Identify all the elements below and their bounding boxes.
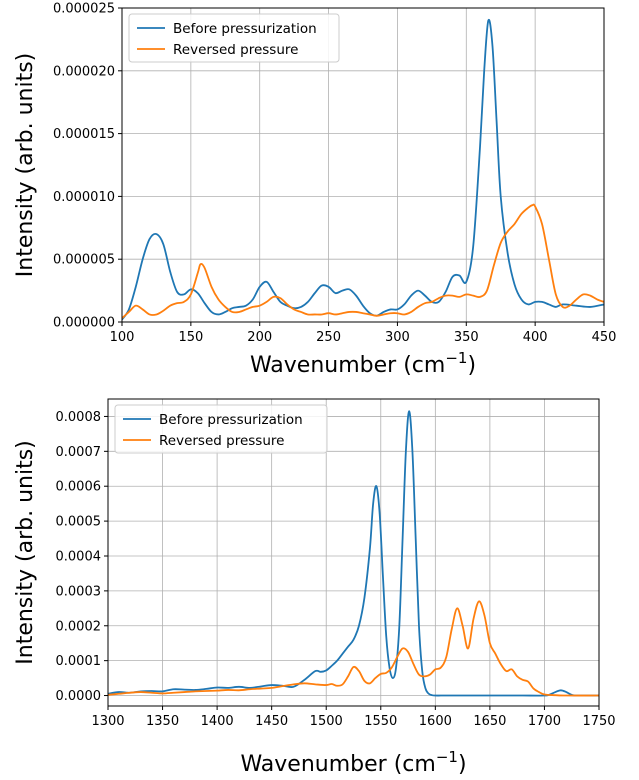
legend-label: Before pressurization	[159, 412, 303, 428]
chart-bottom: 1300 1350 1400 1450 1500 1550 1600 1650 1700 1750…	[13, 398, 616, 777]
legend-top: Before pressurization Reversed pressure	[128, 13, 340, 63]
series-line-reversed-pressure	[122, 203, 604, 319]
legend-box	[128, 13, 340, 63]
x-tick-label: 400	[523, 330, 548, 345]
x-tick-label: 450	[592, 330, 617, 345]
y-tick-label: 0.000010	[53, 190, 115, 205]
x-tick-label: 1300	[91, 714, 124, 729]
x-axis-label-bottom: Wavenumber (cm−1)	[240, 748, 466, 777]
x-tick-label: 200	[247, 330, 272, 345]
legend-bottom: Before pressurization Reversed pressure	[114, 404, 328, 454]
y-axis-label-top: Intensity (arb. units)	[13, 53, 38, 277]
y-tick-label: 0.0006	[56, 480, 102, 495]
x-tick-label: 1700	[528, 714, 561, 729]
y-tick-label: 0.000005	[53, 253, 115, 268]
plot-frame-bottom	[107, 398, 600, 707]
y-tick-label: 0.0005	[56, 515, 102, 530]
y-axis-label-bottom: Intensity (arb. units)	[13, 440, 38, 664]
x-tick-label: 1500	[310, 714, 343, 729]
x-tick-label: 1350	[146, 714, 179, 729]
y-tick-label: 0.0003	[56, 584, 102, 599]
y-tick-label: 0.000015	[53, 127, 115, 142]
y-tick-label: 0.0007	[56, 445, 102, 460]
x-tick-label: 250	[316, 330, 341, 345]
legend-box	[114, 404, 328, 454]
legend-label: Reversed pressure	[173, 42, 298, 58]
x-tick-label: 300	[385, 330, 410, 345]
x-tick-label: 350	[454, 330, 479, 345]
y-tick-label: 0.0002	[56, 619, 102, 634]
series-layer-top	[122, 18, 604, 321]
y-tick-label: 0.0000	[56, 689, 102, 704]
grid-bottom	[107, 399, 600, 706]
x-tick-label: 1650	[473, 714, 506, 729]
chart-top: 100 150 200 250 300 350 400 450 0.0000000.00000…	[13, 2, 616, 379]
plot-frame-top	[121, 7, 605, 323]
y-tick-label: 0.0001	[56, 654, 102, 669]
x-tick-label: 1450	[255, 714, 288, 729]
series-line-reversed-pressure	[108, 600, 599, 697]
y-tick-label: 0.000025	[53, 2, 115, 17]
x-tick-label: 150	[178, 330, 203, 345]
y-tick-label: 0.0004	[56, 549, 102, 564]
series-line-before-pressurization	[122, 18, 604, 321]
legend-label: Before pressurization	[173, 21, 317, 37]
x-tick-label: 100	[110, 330, 135, 345]
x-ticks-top: 100 150 200 250 300 350 400 450	[110, 322, 617, 345]
x-tick-label: 1600	[419, 714, 452, 729]
y-tick-label: 0.0008	[56, 410, 102, 425]
series-line-before-pressurization	[108, 410, 599, 697]
x-axis-label-top: Wavenumber (cm−1)	[250, 349, 476, 378]
x-tick-label: 1750	[582, 714, 615, 729]
legend-label: Reversed pressure	[159, 433, 284, 449]
x-tick-label: 1400	[201, 714, 234, 729]
x-ticks-bottom: 1300 1350 1400 1450 1500 1550 1600 1650 1700 1750	[91, 706, 616, 729]
y-ticks-top: 0.000000 0.000005 0.000010 0.000015 0.000020…	[53, 2, 122, 331]
y-tick-label: 0.000000	[53, 316, 115, 331]
y-tick-label: 0.000020	[53, 64, 115, 79]
y-ticks-bottom: 0.0000 0.0001 0.0002 0.0003 0.0004 0.0005 0.00…	[56, 410, 108, 704]
x-tick-label: 1550	[364, 714, 397, 729]
series-layer-bottom	[108, 410, 599, 697]
